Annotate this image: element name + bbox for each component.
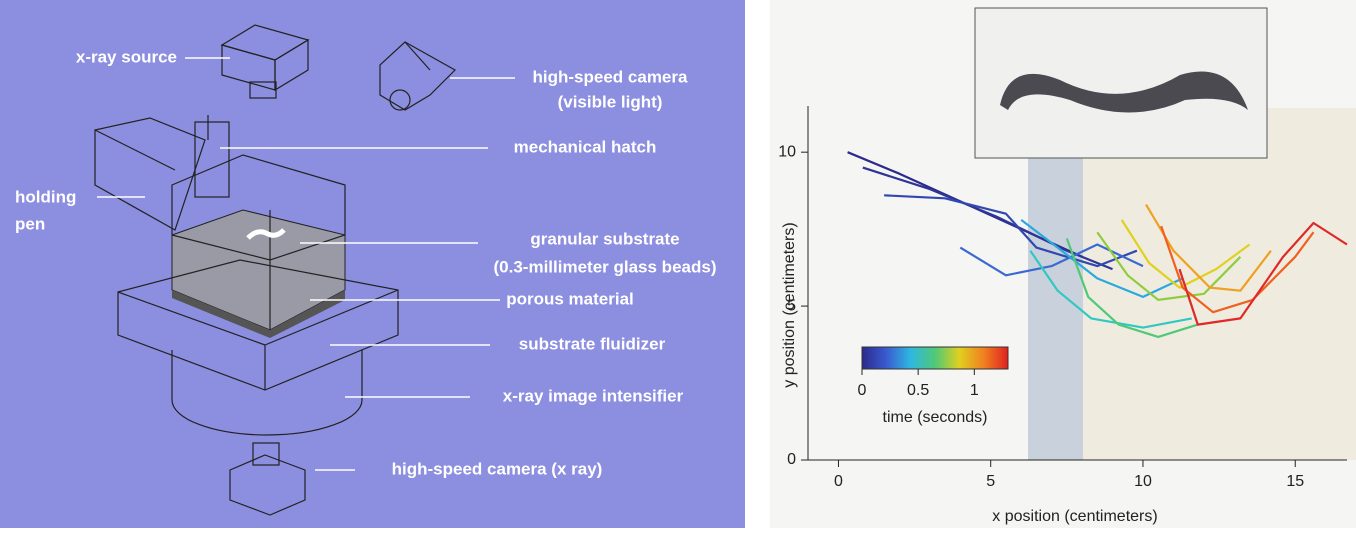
diagram-label: granular substrate (530, 229, 679, 248)
diagram-label: pen (15, 214, 45, 233)
y-axis-label: y position (centimeters) (781, 222, 798, 387)
colorbar-tick-label: 0.5 (907, 382, 929, 399)
colorbar-tick-label: 1 (970, 382, 979, 399)
diagram-label: substrate fluidizer (519, 334, 666, 353)
diagram-label: (visible light) (558, 92, 663, 111)
x-axis-label: x position (centimeters) (992, 508, 1157, 525)
diagram-label: mechanical hatch (514, 137, 657, 156)
x-tick-label: 5 (986, 473, 995, 490)
diagram-label: porous material (506, 289, 634, 308)
colorbar-tick-label: 0 (858, 382, 867, 399)
x-tick-label: 0 (834, 473, 843, 490)
sand-region (1083, 108, 1356, 460)
diagram-label: x-ray image intensifier (503, 386, 684, 405)
diagram-label: high-speed camera (533, 67, 688, 86)
page: 0510051015x position (centimeters)y posi… (0, 0, 1356, 528)
diagram-label: (0.3-millimeter glass beads) (494, 257, 717, 276)
x-tick-label: 10 (1134, 473, 1152, 490)
transition-band (1028, 130, 1083, 460)
y-tick-label: 0 (787, 451, 796, 468)
diagram-label: high-speed camera (x ray) (392, 459, 603, 478)
colorbar (862, 347, 1008, 369)
diagram-label: x-ray source (76, 47, 177, 66)
diagram-label: holding (15, 187, 76, 206)
figure: 0510051015x position (centimeters)y posi… (0, 0, 1356, 528)
x-tick-label: 15 (1286, 473, 1304, 490)
y-tick-label: 10 (778, 143, 796, 160)
colorbar-label: time (seconds) (883, 409, 988, 426)
